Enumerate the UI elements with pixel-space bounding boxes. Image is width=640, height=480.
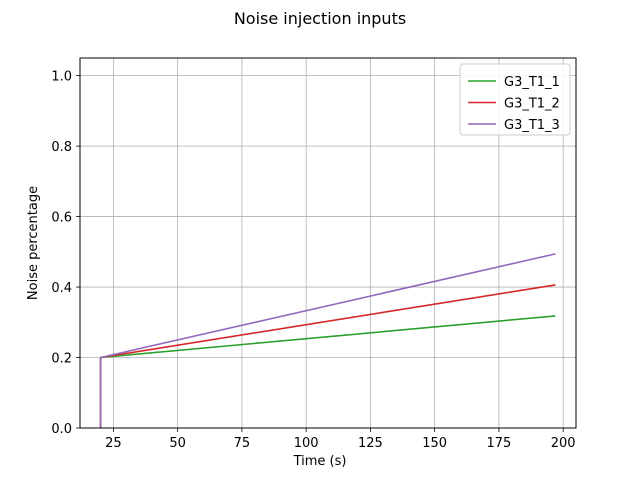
series-layer (99, 253, 556, 428)
legend: G3_T1_1 G3_T1_2 G3_T1_3 (459, 63, 571, 136)
legend-label: G3_T1_3 (504, 118, 560, 133)
x-tick-label: 75 (234, 436, 251, 451)
y-tick-label: 0.0 (51, 422, 72, 437)
legend-label: G3_T1_1 (504, 75, 560, 90)
x-tick-label: 200 (551, 436, 576, 451)
legend-label: G3_T1_2 (504, 97, 560, 112)
y-axis-label: Noise percentage (26, 186, 41, 300)
y-axis: 0.0 0.2 0.4 0.6 0.8 1.0 (51, 70, 80, 437)
x-tick-label: 50 (169, 436, 186, 451)
x-axis-label: Time (s) (293, 454, 347, 469)
plot-frame (79, 57, 577, 429)
series-line-G3_T1_3 (99, 253, 556, 428)
chart-title: Noise injection inputs (234, 9, 406, 28)
y-tick-label: 0.6 (51, 211, 72, 226)
x-axis: 25 50 75 100 125 150 175 200 (105, 428, 576, 451)
y-tick-label: 0.4 (51, 281, 72, 296)
x-tick-label: 100 (294, 436, 319, 451)
x-tick-label: 150 (422, 436, 447, 451)
y-tick-label: 0.2 (51, 352, 72, 367)
x-tick-label: 175 (486, 436, 511, 451)
y-tick-label: 0.8 (51, 140, 72, 155)
y-tick-label: 1.0 (51, 70, 72, 85)
x-tick-label: 125 (358, 436, 383, 451)
x-tick-label: 25 (105, 436, 122, 451)
